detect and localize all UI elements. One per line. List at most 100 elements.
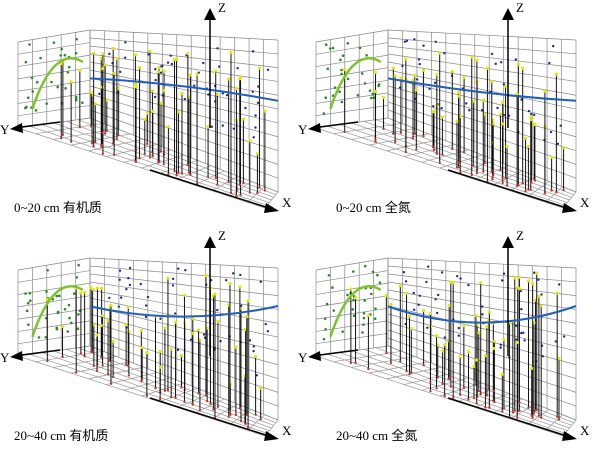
- stick-base: [163, 389, 167, 392]
- stick-base: [354, 361, 357, 365]
- stick-base: [467, 398, 470, 401]
- stick-base: [535, 408, 538, 412]
- stick-top: [140, 345, 144, 350]
- projected-point: [63, 53, 67, 57]
- y-axis-label: Y: [0, 122, 10, 137]
- projected-point: [64, 87, 67, 90]
- stick-base: [158, 397, 162, 401]
- projected-point: [124, 41, 127, 44]
- grid-line: [17, 54, 91, 67]
- z-axis-label: Z: [218, 228, 226, 243]
- grid-line: [17, 105, 91, 117]
- stick-top: [234, 345, 238, 349]
- stick-base: [228, 410, 232, 413]
- grid-line: [387, 305, 577, 352]
- stick-top: [435, 73, 439, 77]
- stick-base: [101, 364, 104, 367]
- projected-point: [455, 274, 459, 278]
- projected-point: [523, 339, 526, 342]
- projected-point: [533, 271, 536, 274]
- stick-base: [111, 375, 115, 379]
- grid-line: [29, 126, 268, 206]
- grid-line: [339, 124, 568, 203]
- stick-top: [404, 57, 408, 61]
- stick-top: [69, 80, 73, 84]
- stick-base: [239, 419, 243, 423]
- grid-line: [17, 270, 91, 283]
- projected-point: [29, 299, 32, 303]
- stick-base: [112, 153, 116, 157]
- projected-point: [184, 269, 187, 272]
- stick-base: [410, 371, 413, 374]
- stick-top: [561, 146, 566, 150]
- stick-base: [472, 396, 476, 400]
- stick-top: [188, 73, 193, 77]
- projected-point: [119, 296, 123, 299]
- grid-line: [387, 337, 577, 407]
- projected-point: [207, 93, 210, 96]
- stick-top: [182, 293, 187, 297]
- projected-point: [362, 312, 366, 315]
- stick-base: [533, 179, 537, 182]
- grid-line: [387, 265, 577, 283]
- stick-base: [540, 416, 543, 419]
- stick-top: [513, 276, 517, 280]
- stick-base: [462, 386, 466, 390]
- stick-base: [485, 394, 489, 397]
- stick-base: [499, 168, 502, 172]
- stick-top: [389, 302, 393, 307]
- stick-top: [422, 308, 426, 312]
- y-axis-label: Y: [0, 350, 10, 365]
- stick-top: [526, 144, 530, 148]
- stick-top: [477, 331, 481, 335]
- stick-base: [435, 386, 438, 390]
- x-axis: [149, 169, 276, 211]
- stick-top: [521, 66, 525, 71]
- stick-base: [530, 181, 533, 184]
- stick-top: [206, 125, 210, 129]
- projected-point: [351, 308, 355, 311]
- stick-base: [205, 399, 209, 403]
- stick-base: [235, 194, 238, 198]
- stick-top: [490, 79, 494, 84]
- grid-line: [387, 321, 577, 379]
- stick-base: [245, 413, 248, 417]
- stick-base: [501, 410, 504, 413]
- projected-point: [58, 294, 61, 298]
- stick-top: [414, 88, 418, 92]
- projected-point: [98, 92, 101, 96]
- trend-line-x: [387, 305, 577, 324]
- grid-line: [89, 109, 279, 179]
- stick-top: [413, 73, 417, 78]
- stick-base: [349, 361, 353, 365]
- grid-line: [89, 69, 279, 110]
- stick-base: [191, 402, 194, 405]
- stick-top: [216, 319, 220, 323]
- stick-base: [206, 175, 210, 178]
- stick-top: [491, 122, 495, 126]
- projected-point: [266, 68, 270, 71]
- stick-top: [139, 328, 143, 333]
- stick-base: [443, 394, 446, 398]
- projected-point: [457, 326, 460, 330]
- projected-point: [154, 78, 157, 82]
- grid-line: [89, 61, 279, 96]
- stick-top: [137, 65, 142, 70]
- stick-top: [516, 62, 520, 66]
- projected-point: [171, 284, 175, 287]
- grid-line: [315, 29, 389, 43]
- projected-point: [322, 112, 326, 115]
- stick-base: [462, 151, 466, 154]
- stick-base: [75, 371, 78, 374]
- projected-point: [465, 102, 468, 105]
- projected-point: [459, 277, 462, 280]
- grid-line: [89, 29, 279, 41]
- grid-line: [387, 273, 577, 296]
- stick-top: [515, 340, 519, 345]
- projected-point: [44, 316, 48, 320]
- projected-point: [236, 66, 239, 70]
- stick-top: [530, 366, 534, 371]
- projected-point: [374, 307, 377, 310]
- stick-top: [157, 66, 161, 70]
- stick-top: [472, 364, 476, 369]
